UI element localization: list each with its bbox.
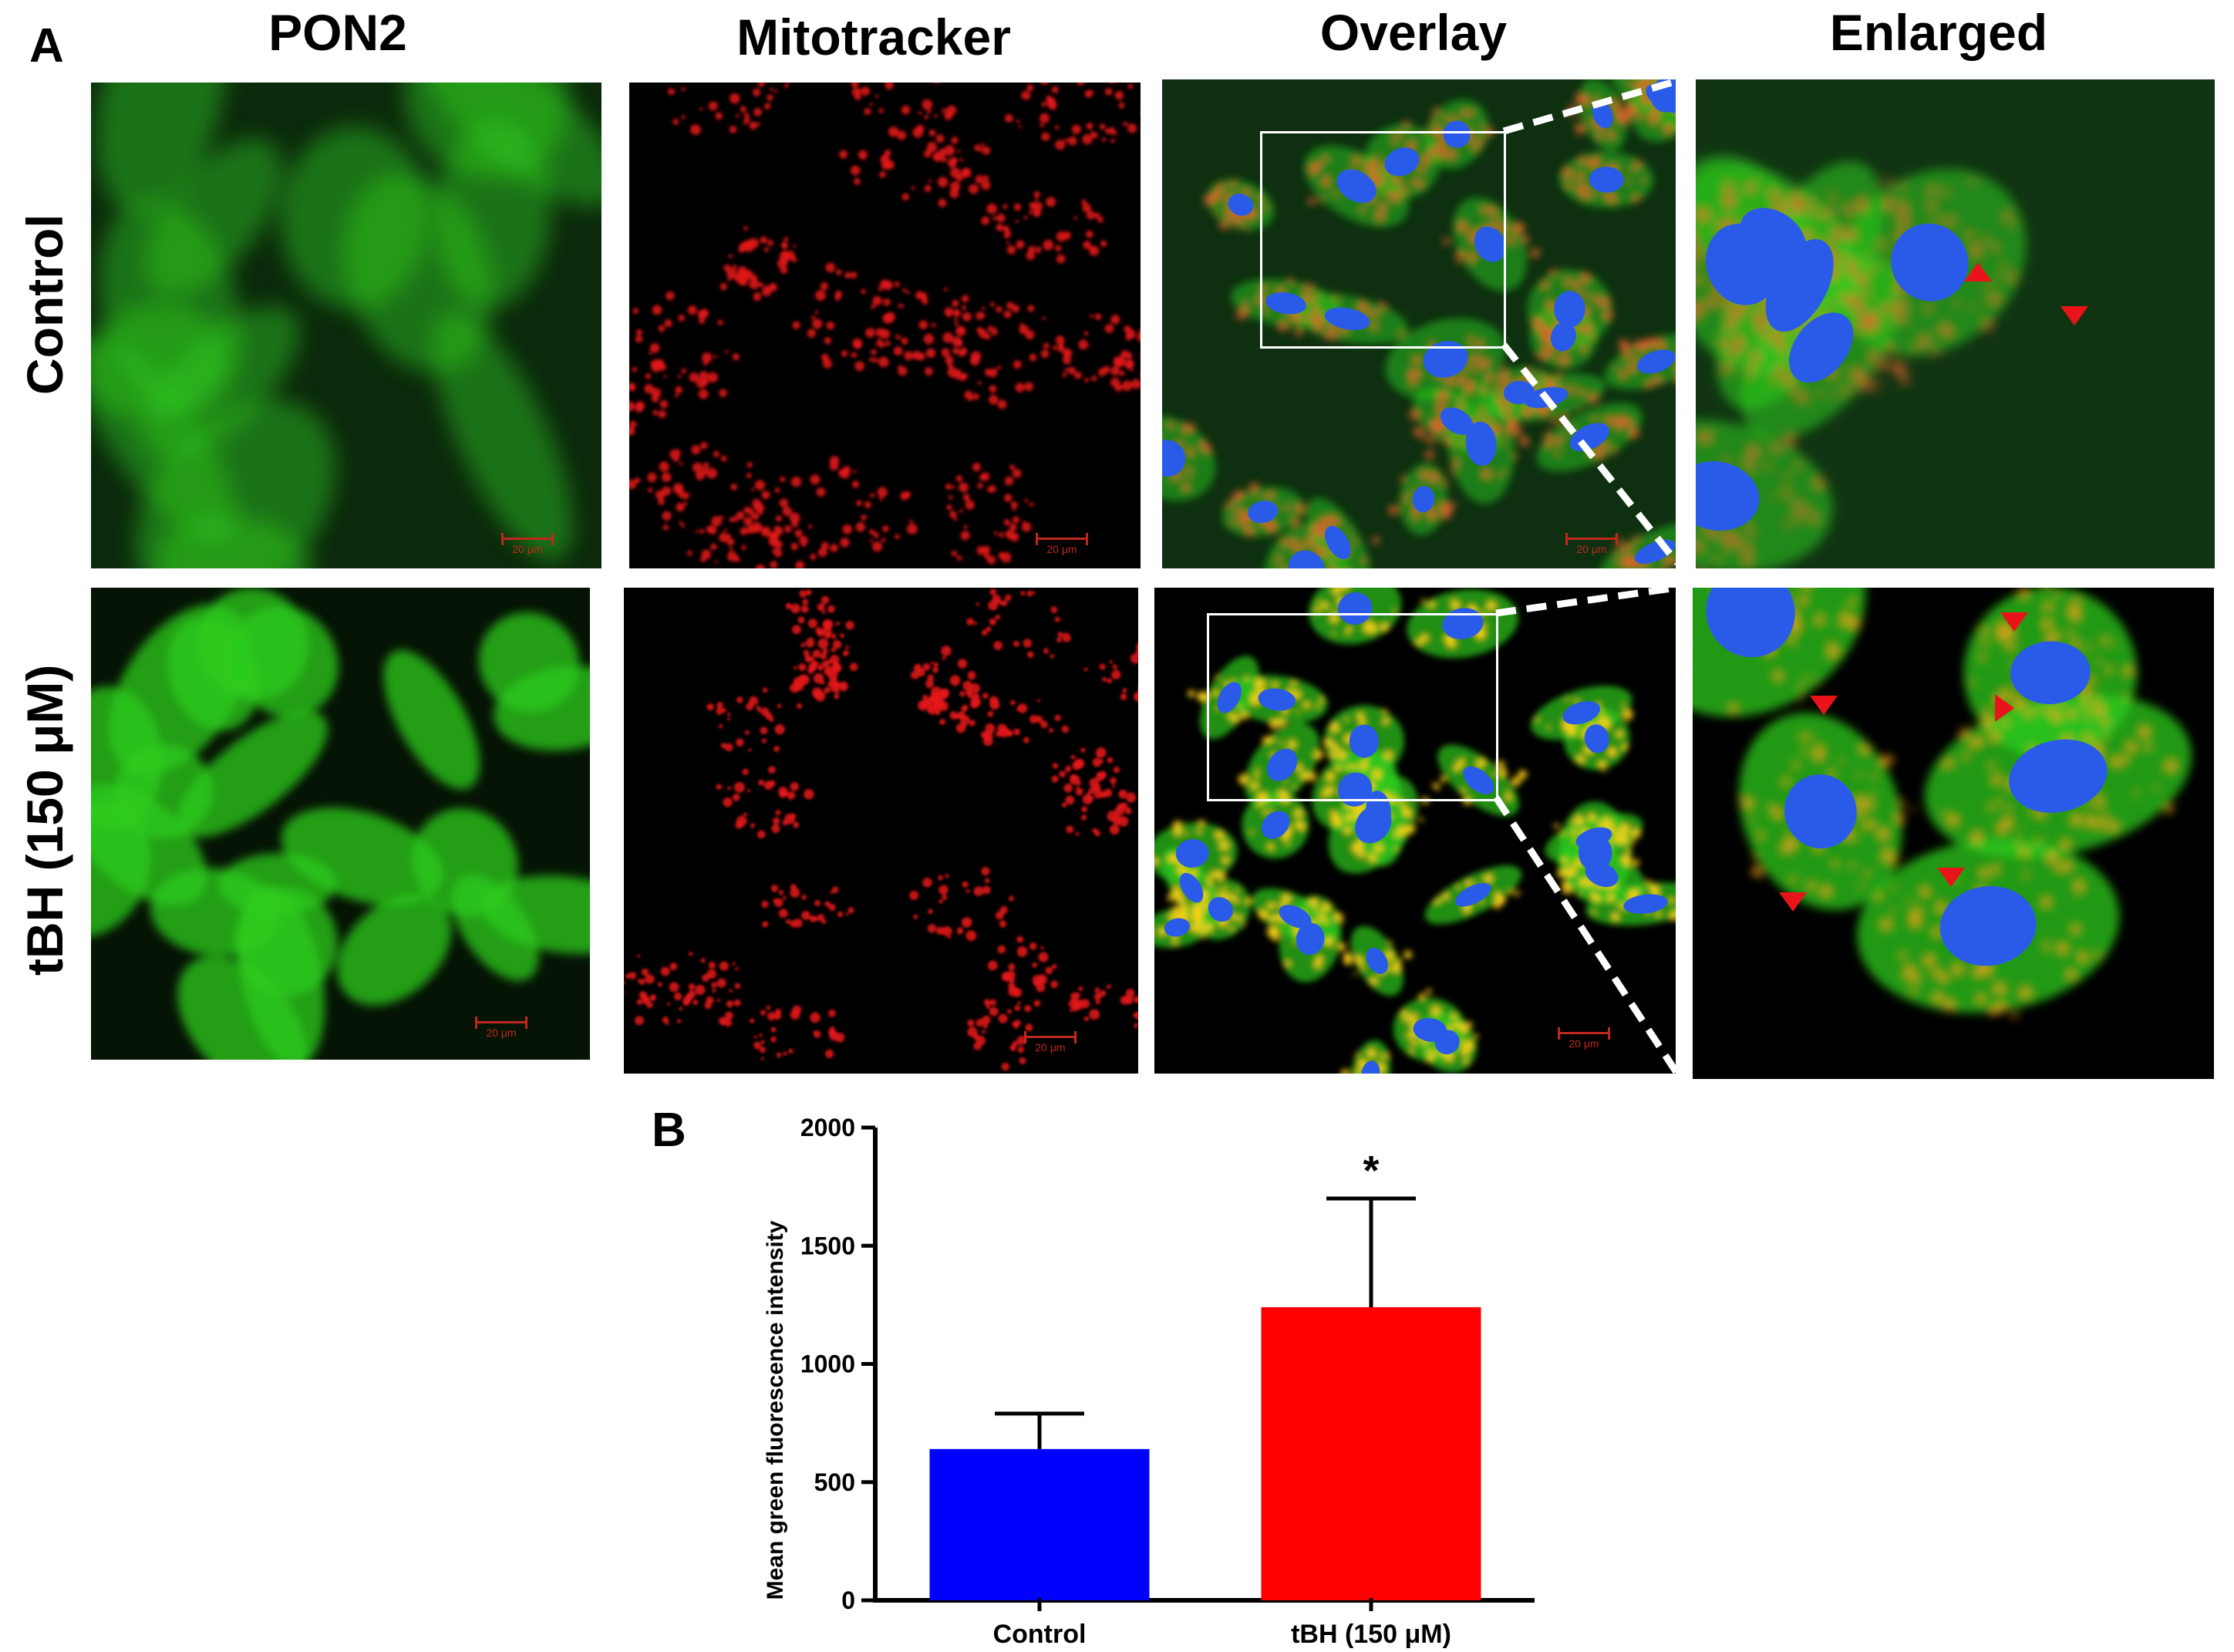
arrowhead-marker (2000, 612, 2028, 632)
column-heading-overlay: Overlay (1319, 4, 1508, 61)
y-tick-label: 1500 (800, 1232, 855, 1259)
arrowhead-marker (1995, 694, 2014, 722)
x-tick-label: tBH (150 μM) (1291, 1620, 1451, 1649)
scale-bar (1024, 1031, 1077, 1043)
y-axis-label: Mean green fluorescence intensity (763, 1220, 788, 1600)
y-tick-label: 1000 (800, 1350, 855, 1378)
bar (929, 1448, 1150, 1600)
y-tick-label: 500 (814, 1468, 855, 1496)
scale-bar (1036, 533, 1088, 545)
micrograph-control-mitotracker (629, 83, 1141, 568)
panel-a-label: A (29, 19, 64, 72)
y-tick-label: 2000 (800, 1114, 855, 1141)
scale-bar-label: 20 μm (512, 543, 543, 555)
scale-bar-label: 20 μm (1035, 1041, 1066, 1054)
micrograph-tbh-mitotracker (624, 588, 1138, 1074)
scale-bar-label: 20 μm (1046, 543, 1077, 555)
scale-bar-label: 20 μm (486, 1027, 517, 1039)
zoom-region-box (1260, 131, 1506, 349)
arrowhead-marker (1964, 262, 1992, 282)
column-heading-mitotracker: Mitotracker (736, 8, 1011, 66)
arrowhead-marker (1779, 892, 1807, 912)
bar (1261, 1306, 1481, 1600)
panel-b-label: B (652, 1104, 686, 1157)
scale-bar (501, 533, 554, 545)
arrowhead-marker (2060, 306, 2088, 325)
micrograph-tbh-overlay (1154, 588, 1676, 1074)
micrograph-tbh-pon2 (91, 588, 590, 1060)
zoom-region-box (1207, 613, 1498, 801)
column-heading-pon2: PON2 (268, 4, 407, 61)
micrograph-control-enlarged (1696, 79, 2215, 568)
x-tick-label: Control (993, 1620, 1087, 1649)
micrograph-tbh-enlarged (1693, 588, 2214, 1079)
arrowhead-marker (1937, 868, 1965, 887)
column-heading-enlarged: Enlarged (1829, 4, 2048, 61)
micrograph-control-pon2 (91, 83, 601, 568)
arrowhead-marker (1810, 696, 1838, 715)
y-tick-label: 0 (841, 1586, 855, 1614)
scale-bar (475, 1016, 527, 1029)
significance-marker: * (1363, 1148, 1379, 1194)
